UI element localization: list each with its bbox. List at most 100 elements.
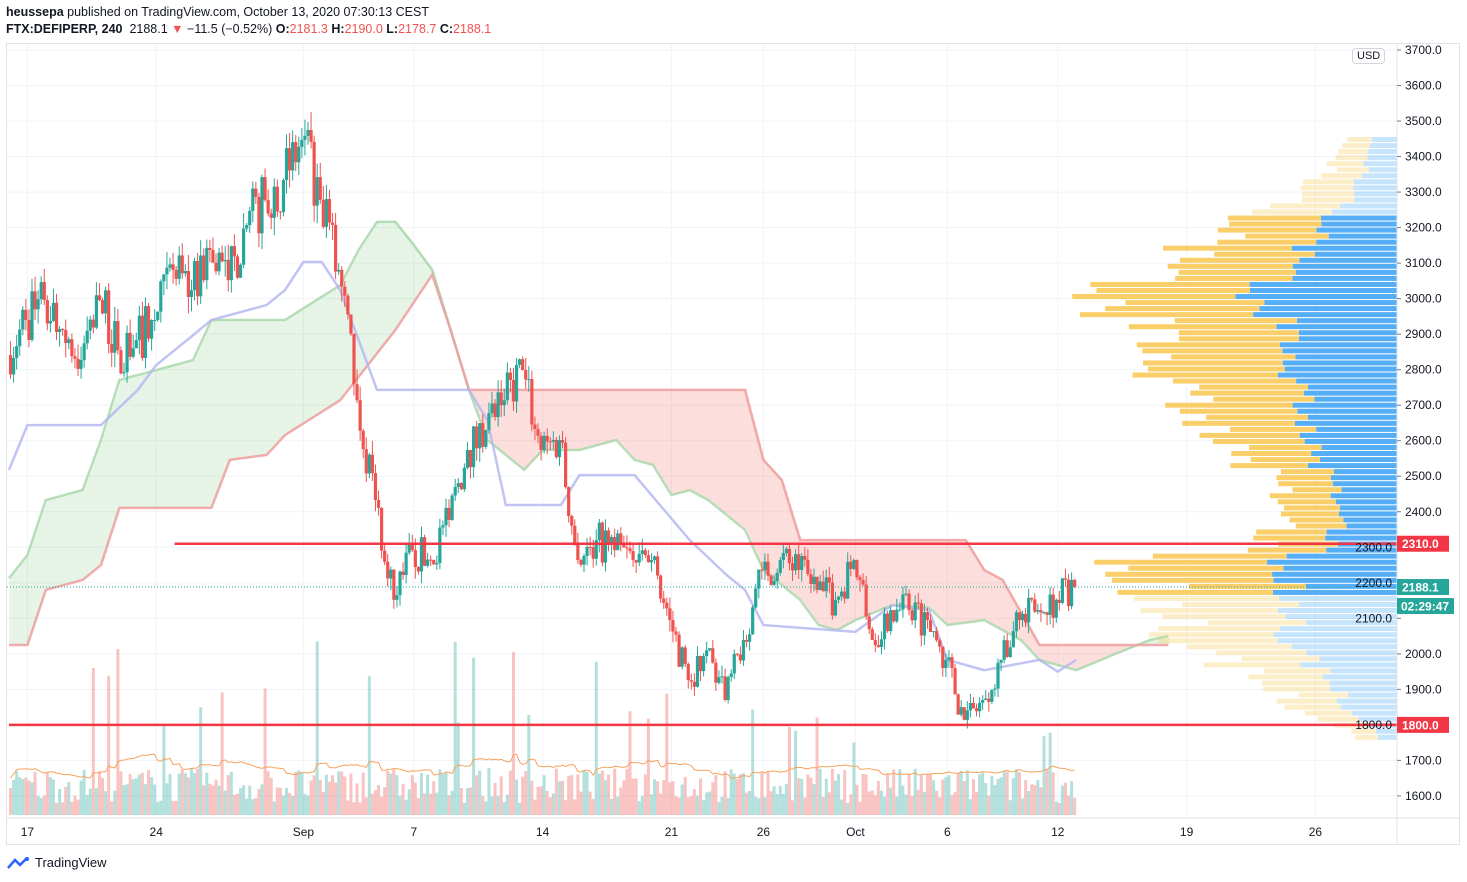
cloud-fill [167, 367, 170, 508]
candle-body [426, 559, 430, 566]
volume-bar [300, 772, 304, 815]
cloud-fill [119, 381, 122, 510]
candle-body [125, 332, 129, 373]
volume-profile-up [1326, 547, 1397, 553]
cloud-fill [769, 466, 772, 575]
volume-bar [821, 796, 825, 815]
candle-body [116, 321, 120, 351]
cloud-fill [291, 316, 294, 432]
cloud-fill [703, 389, 706, 498]
cloud-fill [307, 306, 310, 422]
volume-bar [849, 794, 853, 815]
candle-body [827, 577, 831, 583]
cloud-fill [249, 319, 252, 458]
cloud-fill [971, 548, 974, 622]
candle-body [272, 186, 276, 218]
volume-profile-up [1325, 535, 1397, 541]
cloud-fill [1031, 630, 1034, 651]
volume-profile-up [1291, 644, 1397, 650]
cloud-fill [737, 389, 740, 524]
volume-bar [263, 688, 267, 815]
cloud-fill [1153, 639, 1156, 645]
cloud-fill [895, 540, 898, 606]
candle-body [1005, 640, 1009, 657]
volume-profile-down [1096, 287, 1250, 293]
cloud-fill [759, 443, 762, 561]
volume-bar [202, 785, 206, 815]
candle-body [665, 602, 669, 609]
cloud-fill [57, 497, 60, 587]
cloud-fill [607, 389, 610, 443]
cloud-fill [803, 540, 806, 604]
cloud-fill [849, 540, 852, 624]
volume-bar [410, 775, 414, 815]
volume-bar [441, 774, 445, 815]
volume-bar [312, 775, 316, 815]
volume-profile-down [1304, 710, 1352, 716]
volume-bar [511, 652, 515, 815]
cloud-fill [985, 570, 988, 621]
volume-bar [533, 799, 537, 815]
candle-body [1008, 647, 1012, 657]
volume-profile-down [1248, 674, 1323, 680]
cloud-fill [941, 540, 944, 620]
cloud-fill [557, 389, 560, 450]
volume-bar [600, 770, 604, 815]
cloud-fill [885, 540, 888, 609]
cloud-fill [553, 389, 556, 450]
cloud-fill [1067, 644, 1070, 668]
cloud-fill [981, 564, 984, 621]
candle-body [465, 449, 470, 468]
candle-body [484, 430, 488, 447]
cloud-fill [135, 375, 138, 508]
cloud-fill [219, 319, 222, 489]
cloud-fill [923, 540, 926, 608]
volume-bar [929, 773, 933, 815]
volume-profile-up [1282, 360, 1397, 366]
cloud-fill [399, 226, 402, 325]
volume-profile-up [1249, 287, 1397, 293]
candle-body [720, 676, 724, 678]
volume-bar [677, 797, 681, 815]
cloud-fill [277, 319, 280, 444]
cloud-fill [113, 400, 116, 528]
currency-button[interactable]: USD [1352, 48, 1386, 64]
publish-info: heussepa published on TradingView.com, O… [6, 5, 429, 19]
volume-bar [48, 777, 52, 815]
volume-profile-down [1278, 481, 1333, 487]
volume-bar [784, 783, 788, 815]
author[interactable]: heussepa [6, 5, 64, 19]
cloud-fill [45, 502, 48, 593]
candle-body [321, 199, 325, 227]
cloud-fill [671, 389, 674, 495]
cloud-fill [479, 389, 482, 418]
candle-body [698, 656, 703, 672]
cloud-fill [1089, 644, 1092, 665]
cloud-fill [331, 290, 334, 407]
last-price-tag-bg [1397, 579, 1449, 596]
cloud-fill [543, 389, 546, 450]
volume-bar [45, 772, 49, 815]
cloud-fill [153, 370, 156, 508]
cloud-fill [231, 319, 234, 460]
cloud-fill [635, 389, 638, 461]
candle-body [119, 350, 123, 374]
volume-bar [33, 772, 37, 815]
candle-body [156, 311, 160, 320]
volume-bar [1073, 797, 1077, 815]
cloud-fill [749, 405, 752, 539]
candle-body [521, 359, 525, 371]
candle-body [781, 553, 785, 561]
cloud-fill [1127, 644, 1130, 650]
tradingview-logo[interactable]: TradingView [7, 855, 107, 870]
volume-bar [306, 795, 310, 815]
cloud-fill [1045, 644, 1048, 662]
cloud-fill [921, 540, 924, 608]
volume-bar [748, 790, 752, 815]
cloud-fill [509, 389, 512, 458]
candle-body [435, 563, 439, 565]
cloud-fill [1077, 644, 1080, 670]
candle-body [1045, 612, 1049, 615]
volume-bar [876, 781, 880, 815]
